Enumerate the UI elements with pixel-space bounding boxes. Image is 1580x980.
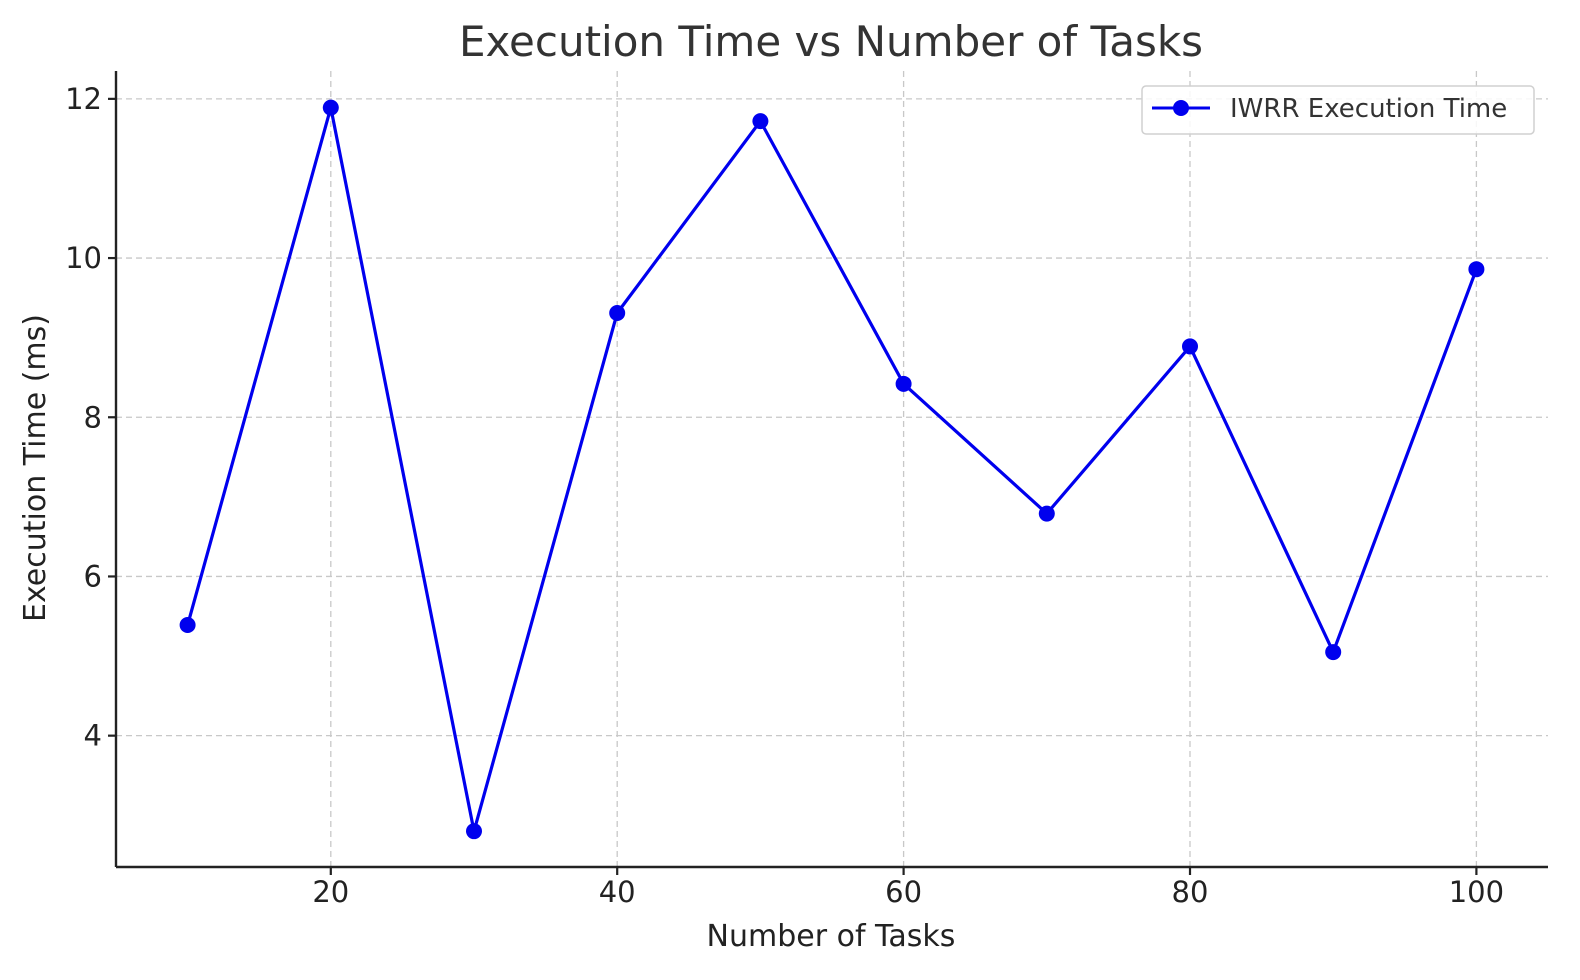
- data-point: [1182, 338, 1198, 355]
- x-tick-label: 80: [1172, 875, 1209, 909]
- legend: IWRR Execution Time: [1141, 85, 1535, 135]
- legend-label: IWRR Execution Time: [1230, 94, 1507, 124]
- y-tick-label: 8: [84, 400, 102, 434]
- data-point: [179, 617, 196, 634]
- x-tick-label: 20: [312, 875, 349, 909]
- legend-marker-swatch: [1173, 100, 1189, 116]
- y-tick-label: 12: [65, 82, 102, 116]
- legend-box: [1141, 85, 1535, 135]
- data-point: [1325, 644, 1342, 661]
- x-axis-label: Number of Tasks: [707, 919, 956, 954]
- x-tick-label: 60: [885, 875, 922, 909]
- series-layer: [179, 99, 1485, 840]
- data-point: [752, 113, 769, 130]
- series-line: [186, 106, 1479, 833]
- data-point: [609, 304, 626, 321]
- y-tick-label: 6: [84, 559, 102, 593]
- x-tick-label: 100: [1449, 875, 1504, 909]
- y-axis-label: Execution Time (ms): [18, 314, 53, 622]
- data-point: [1468, 261, 1485, 278]
- axes: [114, 71, 1548, 869]
- data-point: [466, 823, 482, 840]
- x-tick-label: 40: [599, 875, 636, 909]
- y-tick-label: 4: [84, 719, 102, 753]
- chart-title: Execution Time vs Number of Tasks: [459, 17, 1203, 66]
- data-point: [322, 99, 339, 116]
- data-point: [1038, 505, 1055, 522]
- x-axis-ticks: 20 40 60 80 100: [312, 867, 1504, 909]
- y-tick-label: 10: [65, 241, 102, 275]
- data-point: [895, 375, 912, 392]
- y-axis-ticks: 4 6 8 10 12: [65, 82, 116, 753]
